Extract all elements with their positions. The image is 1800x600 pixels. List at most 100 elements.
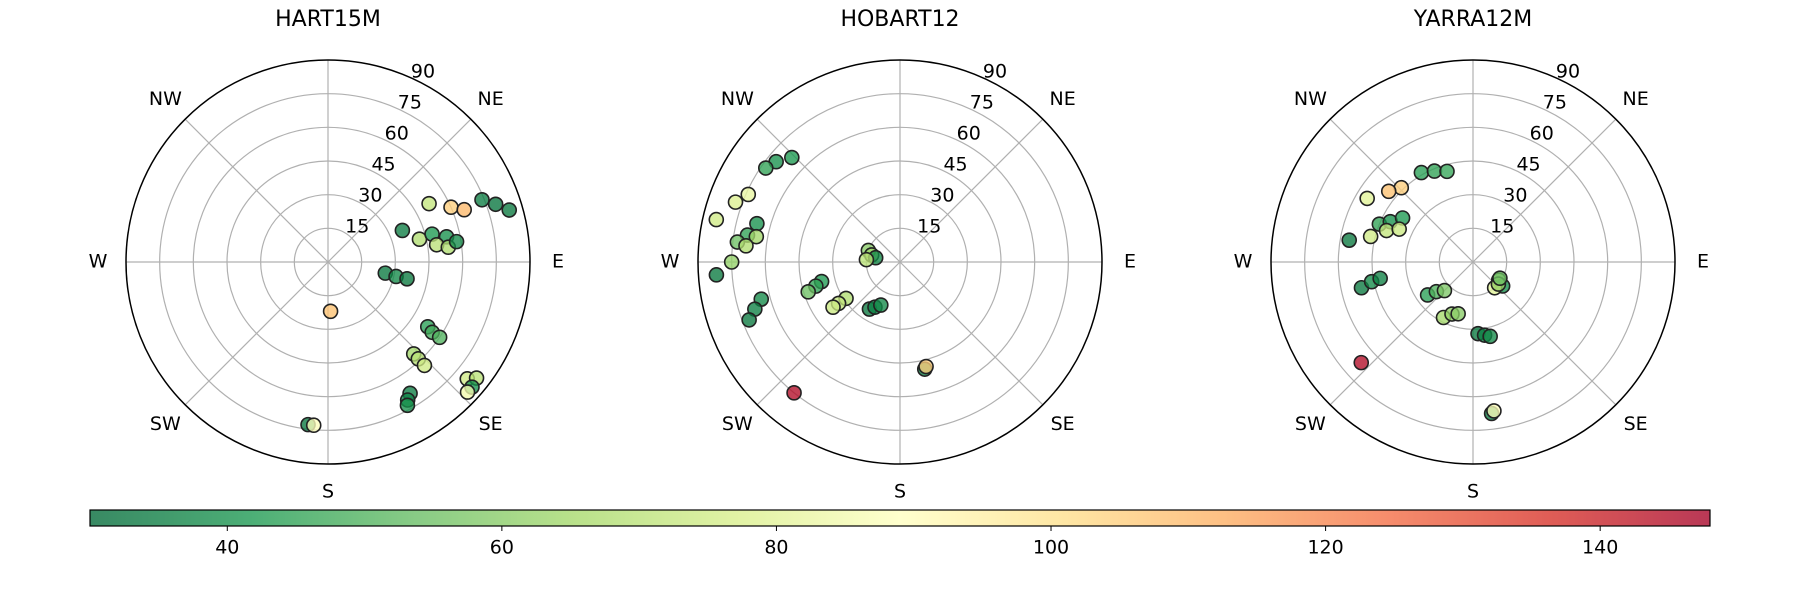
sat-point — [1341, 232, 1358, 248]
sat-point — [1486, 403, 1502, 419]
direction-label: S — [1467, 481, 1479, 503]
chart-title: HOBART12 — [840, 7, 959, 32]
r-tick-label: 90 — [411, 61, 435, 83]
r-tick-label: 60 — [957, 123, 981, 145]
r-grid-ring — [1371, 160, 1575, 364]
direction-label: E — [1124, 251, 1136, 273]
sat-point — [918, 358, 934, 375]
sat-point — [305, 417, 322, 434]
sat-point — [708, 267, 725, 283]
sat-point — [784, 149, 800, 166]
sat-point — [1372, 270, 1388, 287]
sat-point — [1439, 163, 1455, 180]
r-grid-ring — [260, 194, 396, 330]
direction-label: E — [1697, 251, 1709, 273]
direction-label: S — [322, 481, 334, 503]
sat-point — [399, 397, 416, 414]
r-tick-label: 75 — [1543, 92, 1567, 114]
direction-label: NW — [1294, 88, 1327, 110]
direction-label: NE — [478, 88, 504, 110]
sat-point — [1359, 190, 1375, 207]
r-tick-label: 45 — [1516, 154, 1540, 176]
sat-point — [456, 201, 472, 218]
r-tick-label: 45 — [371, 154, 395, 176]
direction-label: W — [89, 251, 108, 273]
sat-point — [1450, 305, 1466, 322]
sat-point — [1378, 222, 1395, 239]
sat-point — [740, 186, 757, 203]
sat-point — [1380, 183, 1397, 200]
chart-title: HART15M — [275, 7, 381, 32]
r-tick-label: 30 — [358, 185, 382, 207]
r-grid-ring — [1337, 126, 1609, 398]
sat-point — [723, 254, 740, 270]
colorbar-tick-label: 100 — [1033, 537, 1069, 559]
direction-label: SE — [1051, 413, 1075, 435]
direction-label: W — [1234, 251, 1253, 273]
sat-point — [873, 297, 889, 313]
r-grid-ring — [798, 160, 1002, 364]
sat-point — [858, 251, 875, 268]
r-tick-label: 45 — [943, 154, 967, 176]
colorbar-tick-label: 40 — [215, 537, 239, 559]
sat-point — [443, 199, 459, 216]
colorbar-tick-label: 60 — [490, 537, 514, 559]
sat-point — [1391, 221, 1407, 237]
r-grid-ring — [192, 126, 464, 398]
polar-frame — [697, 59, 1103, 465]
colorbar-tick-label: 140 — [1582, 537, 1618, 559]
r-grid-ring — [832, 194, 968, 330]
r-tick-label: 15 — [1490, 216, 1514, 238]
sat-point — [1362, 228, 1379, 245]
sat-point — [748, 228, 765, 245]
direction-label: SE — [1624, 413, 1648, 435]
sat-point — [1482, 328, 1498, 345]
polar-frame — [125, 59, 531, 465]
r-tick-label: 15 — [345, 216, 369, 238]
sat-point — [416, 357, 433, 374]
sat-point — [757, 160, 774, 176]
r-grid-ring — [226, 160, 430, 364]
sat-point — [394, 222, 411, 239]
sat-point — [474, 191, 490, 208]
chart-title: YARRA12M — [1413, 7, 1533, 32]
r-grid-ring — [159, 93, 497, 431]
r-grid-ring — [293, 227, 363, 297]
direction-label: NW — [721, 88, 754, 110]
sat-point — [1413, 164, 1430, 181]
r-grid-ring — [1304, 93, 1642, 431]
sat-point — [800, 284, 817, 300]
direction-label: W — [661, 251, 680, 273]
direction-label: E — [552, 251, 564, 273]
r-grid-ring — [764, 126, 1036, 398]
sat-point — [1492, 270, 1508, 286]
direction-label: NW — [149, 88, 182, 110]
r-tick-label: 75 — [398, 92, 422, 114]
r-tick-label: 30 — [930, 185, 954, 207]
sat-point — [421, 195, 437, 212]
r-tick-label: 30 — [1503, 185, 1527, 207]
direction-label: SW — [150, 413, 181, 435]
r-tick-label: 60 — [385, 123, 409, 145]
sat-point — [749, 215, 765, 232]
colorbar-tick-label: 120 — [1307, 537, 1343, 559]
sat-point — [708, 211, 725, 228]
sat-point — [1353, 354, 1370, 371]
r-tick-label: 75 — [970, 92, 994, 114]
sat-point — [459, 384, 476, 400]
sat-point — [322, 303, 339, 320]
sat-point — [448, 233, 465, 250]
direction-label: SW — [1295, 413, 1326, 435]
sat-point — [431, 329, 448, 346]
direction-label: S — [894, 481, 906, 503]
direction-label: NE — [1050, 88, 1076, 110]
direction-label: SE — [479, 413, 503, 435]
sat-point — [501, 202, 518, 218]
colorbar-tick-label: 80 — [764, 537, 788, 559]
sat-point — [786, 385, 802, 401]
r-grid-ring — [1438, 227, 1508, 297]
sat-point — [825, 299, 841, 315]
r-tick-label: 15 — [917, 216, 941, 238]
sat-point — [741, 312, 757, 328]
